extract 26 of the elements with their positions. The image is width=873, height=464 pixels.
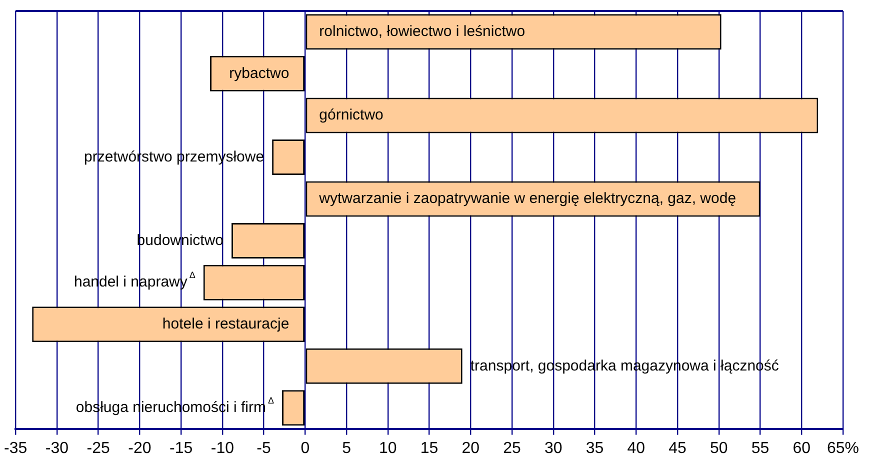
x-tick-label: 60	[792, 440, 811, 457]
x-tick-label: -30	[45, 440, 69, 457]
x-tick-label: -15	[169, 440, 193, 457]
x-tick-label: 50	[710, 440, 728, 457]
x-tick-label: -5	[256, 440, 272, 457]
y-tick-label: rolnictwo, łowiectwo i leśnictwo	[319, 23, 526, 40]
x-tick-label: 35	[586, 440, 604, 457]
x-tick-label: 20	[462, 440, 480, 457]
y-tick-label: górnictwo	[319, 106, 384, 124]
x-tick-label: -20	[128, 440, 152, 457]
x-tick-label: -10	[210, 440, 234, 457]
y-tick-label: wytwarzanie i zaopatrywanie w energię elektryczną, gaz, wodę	[318, 190, 736, 208]
x-tick-label: 30	[544, 440, 562, 457]
x-tick-label: 65%	[826, 440, 860, 457]
x-tick-label: -35	[4, 440, 28, 457]
y-tick-label: rybactwo	[229, 64, 290, 82]
x-tick-label: 55	[751, 440, 770, 457]
x-tick-label: 10	[379, 440, 397, 457]
x-tick-label: 40	[627, 440, 646, 457]
x-tick-label: 45	[668, 440, 687, 457]
x-tick-label: -25	[86, 440, 110, 457]
x-tick-label: 15	[420, 440, 438, 457]
x-tick-label: 5	[342, 440, 352, 457]
y-tick-label: hotele i restauracje	[162, 315, 290, 332]
x-tick-label: 25	[503, 440, 522, 457]
x-tick-label: 0	[300, 440, 310, 457]
